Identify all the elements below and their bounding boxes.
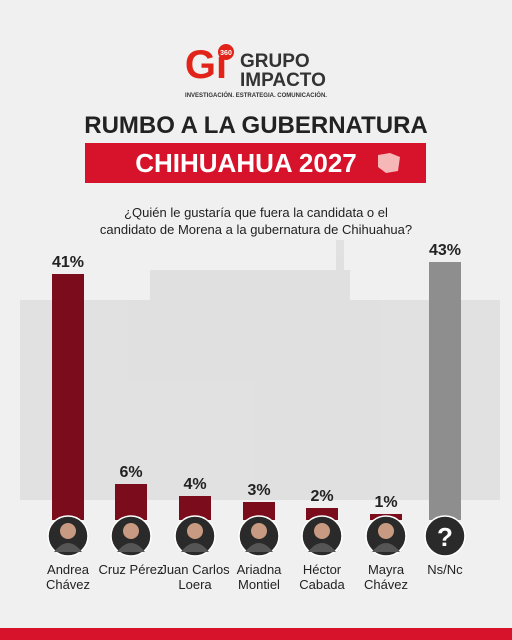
logo-badge: 360 bbox=[220, 50, 232, 57]
avatar-body bbox=[372, 543, 400, 552]
state-icon bbox=[378, 153, 400, 173]
avatar-body bbox=[308, 543, 336, 552]
avatar-face bbox=[123, 523, 139, 539]
avatar-face bbox=[378, 523, 394, 539]
brand-line1: GRUPO bbox=[240, 51, 310, 72]
value-label: 43% bbox=[429, 242, 461, 259]
category-label: Ariadna Montiel bbox=[236, 562, 282, 592]
question: ¿Quién le gustaría que fuera la candidat… bbox=[99, 205, 413, 237]
value-label: 1% bbox=[374, 494, 397, 511]
avatar-face bbox=[187, 523, 203, 539]
value-label: 41% bbox=[52, 254, 84, 271]
avatar bbox=[424, 515, 466, 557]
subtitle-banner bbox=[85, 143, 426, 183]
value-label: 3% bbox=[247, 482, 270, 499]
unknown-marker: ? bbox=[437, 522, 453, 552]
avatar-face bbox=[314, 523, 330, 539]
avatar-body bbox=[181, 543, 209, 552]
avatar-face bbox=[60, 523, 76, 539]
category-label: Cruz Pérez bbox=[98, 562, 164, 577]
bar bbox=[243, 502, 275, 520]
bar bbox=[52, 274, 84, 520]
bar bbox=[429, 262, 461, 520]
category-label: Juan Carlos Loera bbox=[160, 562, 230, 592]
tagline: INVESTIGACIÓN. ESTRATEGIA. COMUNICACIÓN. bbox=[185, 91, 327, 99]
chart-subtitle: CHIHUAHUA 2027 bbox=[135, 148, 357, 178]
brand-line2: IMPACTO bbox=[240, 70, 326, 91]
logo-badge-bg bbox=[218, 44, 234, 60]
value-label: 4% bbox=[183, 476, 206, 493]
bottom-stripe bbox=[0, 628, 512, 640]
category-label: Mayra Chávez bbox=[363, 562, 409, 592]
category-label: Andrea Chávez bbox=[45, 562, 91, 592]
avatar-body bbox=[54, 543, 82, 552]
value-label: 2% bbox=[310, 488, 333, 505]
bar bbox=[115, 484, 147, 520]
avatar-face bbox=[251, 523, 267, 539]
avatar-body bbox=[117, 543, 145, 552]
category-label: Héctor Cabada bbox=[299, 562, 345, 592]
value-label: 6% bbox=[119, 464, 142, 481]
background-building bbox=[20, 240, 500, 500]
category-label: Ns/Nc bbox=[427, 562, 463, 577]
chart-title: RUMBO A LA GUBERNATURA bbox=[84, 112, 428, 139]
avatar-body bbox=[245, 543, 273, 552]
